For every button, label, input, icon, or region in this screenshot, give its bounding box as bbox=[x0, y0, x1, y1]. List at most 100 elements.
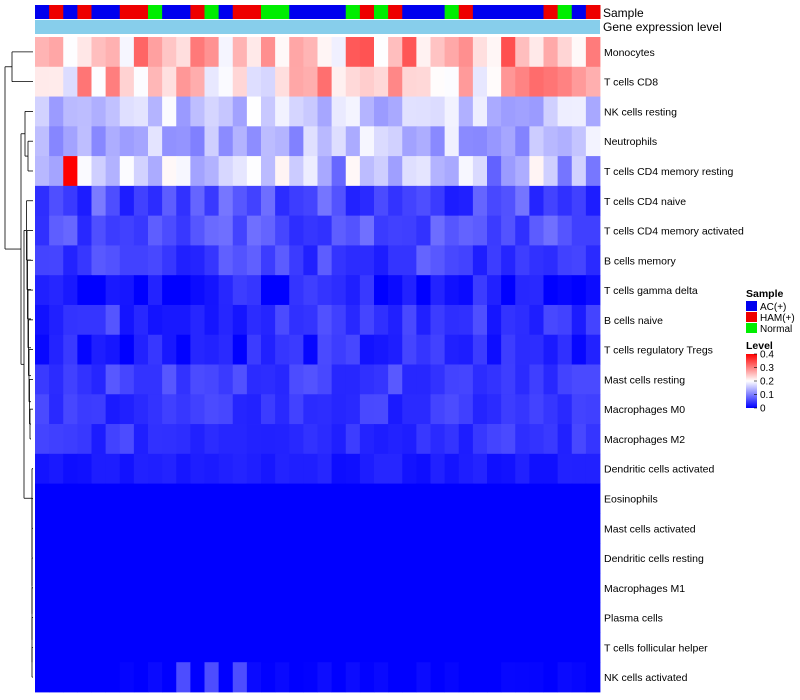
heatmap-cell bbox=[119, 453, 135, 484]
heatmap-cell bbox=[444, 66, 460, 97]
heatmap-cell bbox=[374, 483, 389, 514]
heatmap-cell bbox=[105, 215, 121, 246]
heatmap-cell bbox=[402, 543, 417, 574]
heatmap-cell bbox=[430, 304, 446, 336]
heatmap-cell bbox=[430, 156, 446, 187]
heatmap-cell bbox=[148, 662, 163, 693]
heatmap-cell bbox=[529, 483, 544, 514]
heatmap-cell bbox=[515, 156, 530, 187]
heatmap-cell bbox=[232, 334, 248, 365]
heatmap-cell bbox=[232, 364, 248, 395]
heatmap-cell bbox=[557, 632, 573, 663]
sample-annotation-cell bbox=[388, 5, 403, 19]
heatmap-cell bbox=[585, 394, 601, 425]
heatmap-cell bbox=[472, 96, 488, 127]
sample-annotation-cell bbox=[458, 5, 474, 19]
heatmap-cell bbox=[49, 424, 64, 455]
heatmap-cell bbox=[571, 602, 587, 633]
heatmap-cell bbox=[218, 215, 234, 246]
heatmap-cell bbox=[91, 513, 107, 544]
heatmap-cell bbox=[91, 156, 107, 187]
heatmap-cell bbox=[35, 632, 50, 663]
sample-annotation-cell bbox=[133, 5, 149, 19]
heatmap-cell bbox=[77, 66, 92, 97]
heatmap-cell bbox=[232, 543, 248, 574]
heatmap-cell bbox=[63, 245, 78, 276]
heatmap-cell bbox=[275, 126, 290, 157]
heatmap-cell bbox=[91, 334, 107, 365]
heatmap-cell bbox=[430, 96, 446, 127]
heatmap-cell bbox=[91, 245, 107, 276]
heatmap-cell bbox=[416, 602, 431, 633]
heatmap-cell bbox=[176, 662, 191, 693]
heatmap-cell bbox=[119, 245, 135, 276]
heatmap-cell bbox=[35, 185, 50, 217]
heatmap-cell bbox=[63, 394, 78, 425]
heatmap-cell bbox=[133, 96, 149, 127]
sample-annotation-cell bbox=[232, 5, 248, 19]
heatmap-cell bbox=[501, 275, 516, 306]
heatmap-cell bbox=[430, 543, 446, 574]
heatmap-cell bbox=[430, 126, 446, 157]
heatmap-cell bbox=[331, 483, 347, 514]
heatmap-cell bbox=[190, 453, 205, 484]
heatmap-cell bbox=[374, 275, 389, 306]
heatmap-cell bbox=[190, 364, 205, 395]
heatmap-cell bbox=[148, 572, 163, 604]
heatmap-cell bbox=[529, 66, 544, 97]
heatmap-cell bbox=[190, 185, 205, 217]
heatmap-cell bbox=[331, 543, 347, 574]
heatmap-cell bbox=[119, 156, 135, 187]
heatmap-cell bbox=[430, 37, 446, 68]
heatmap-cell bbox=[374, 453, 389, 484]
heatmap-cell bbox=[289, 126, 304, 157]
heatmap-cell bbox=[571, 126, 587, 157]
heatmap-cell bbox=[133, 632, 149, 663]
row-label: NK cells activated bbox=[604, 672, 688, 684]
heatmap-cell bbox=[119, 424, 135, 455]
heatmap-cell bbox=[35, 364, 50, 395]
heatmap-cell bbox=[571, 364, 587, 395]
heatmap-cell bbox=[303, 394, 318, 425]
heatmap-cell bbox=[557, 156, 573, 187]
heatmap-cell bbox=[133, 275, 149, 306]
legend-swatch bbox=[746, 323, 757, 333]
heatmap-cell bbox=[487, 245, 502, 276]
heatmap-cell bbox=[218, 543, 234, 574]
heatmap-cell bbox=[133, 245, 149, 276]
heatmap-cell bbox=[35, 453, 50, 484]
heatmap-cell bbox=[162, 304, 177, 336]
heatmap-cell bbox=[487, 602, 502, 633]
heatmap-cell bbox=[162, 126, 177, 157]
heatmap-cell bbox=[303, 364, 318, 395]
heatmap-cell bbox=[359, 37, 375, 68]
heatmap-cell bbox=[515, 245, 530, 276]
heatmap-cell bbox=[63, 424, 78, 455]
heatmap-cell bbox=[204, 215, 220, 246]
heatmap-cell bbox=[585, 364, 601, 395]
heatmap-cell bbox=[232, 37, 248, 68]
heatmap-cell bbox=[246, 275, 262, 306]
heatmap-cell bbox=[331, 513, 347, 544]
heatmap-cell bbox=[232, 156, 248, 187]
heatmap-cell bbox=[63, 453, 78, 484]
heatmap-cell bbox=[557, 483, 573, 514]
heatmap-cell bbox=[303, 66, 318, 97]
heatmap-cell bbox=[246, 602, 262, 633]
heatmap-cell bbox=[63, 662, 78, 693]
sample-annotation-cell bbox=[557, 5, 573, 19]
heatmap-cell bbox=[176, 453, 191, 484]
heatmap-cell bbox=[176, 483, 191, 514]
heatmap-cell bbox=[303, 632, 318, 663]
heatmap-cell bbox=[529, 304, 544, 336]
heatmap-cell bbox=[162, 66, 177, 97]
heatmap-cell bbox=[501, 364, 516, 395]
heatmap-cell bbox=[289, 394, 304, 425]
heatmap-cell bbox=[77, 334, 92, 365]
heatmap-cell bbox=[345, 96, 361, 127]
heatmap-cell bbox=[501, 483, 516, 514]
heatmap-cell bbox=[557, 513, 573, 544]
heatmap-cell bbox=[218, 424, 234, 455]
heatmap-cell bbox=[416, 215, 431, 246]
heatmap-cell bbox=[162, 156, 177, 187]
